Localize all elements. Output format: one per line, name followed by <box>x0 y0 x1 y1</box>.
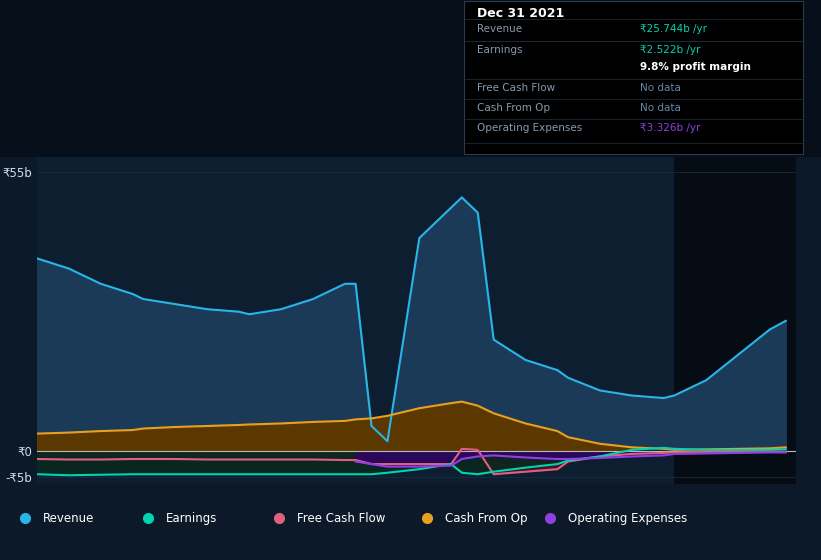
Text: No data: No data <box>640 103 681 113</box>
Text: No data: No data <box>640 83 681 94</box>
Text: Earnings: Earnings <box>478 45 523 55</box>
Text: Revenue: Revenue <box>43 512 94 525</box>
Text: Operating Expenses: Operating Expenses <box>478 123 583 133</box>
Text: ₹2.522b /yr: ₹2.522b /yr <box>640 45 700 55</box>
Text: 9.8% profit margin: 9.8% profit margin <box>640 62 751 72</box>
Text: Free Cash Flow: Free Cash Flow <box>478 83 556 94</box>
Text: Cash From Op: Cash From Op <box>445 512 527 525</box>
Text: ₹25.744b /yr: ₹25.744b /yr <box>640 24 707 34</box>
Text: Revenue: Revenue <box>478 24 522 34</box>
Text: Earnings: Earnings <box>166 512 218 525</box>
Text: Cash From Op: Cash From Op <box>478 103 550 113</box>
Bar <box>674 157 796 484</box>
Text: Free Cash Flow: Free Cash Flow <box>297 512 386 525</box>
Text: Operating Expenses: Operating Expenses <box>568 512 687 525</box>
Text: Dec 31 2021: Dec 31 2021 <box>478 7 565 20</box>
Text: ₹3.326b /yr: ₹3.326b /yr <box>640 123 700 133</box>
